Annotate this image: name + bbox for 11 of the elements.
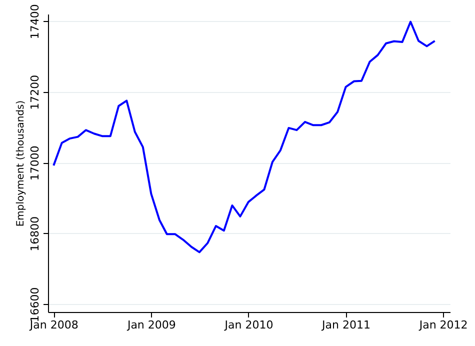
x-tick-label: Jan 2010 <box>224 318 274 332</box>
y-tick-label: 16800 <box>28 216 42 252</box>
line-series <box>52 20 436 254</box>
y-tick-label: 16600 <box>28 287 42 322</box>
x-tick-label: Jan 2009 <box>126 318 176 332</box>
y-tick-label: 17400 <box>28 4 42 40</box>
y-axis-title: Employment (thousands) <box>16 100 26 227</box>
y-tick-label: 17000 <box>28 146 42 181</box>
x-tick-label: Jan 2011 <box>321 318 370 332</box>
y-tick-label: 17200 <box>28 74 42 110</box>
x-tick-label: Jan 2012 <box>418 318 468 332</box>
